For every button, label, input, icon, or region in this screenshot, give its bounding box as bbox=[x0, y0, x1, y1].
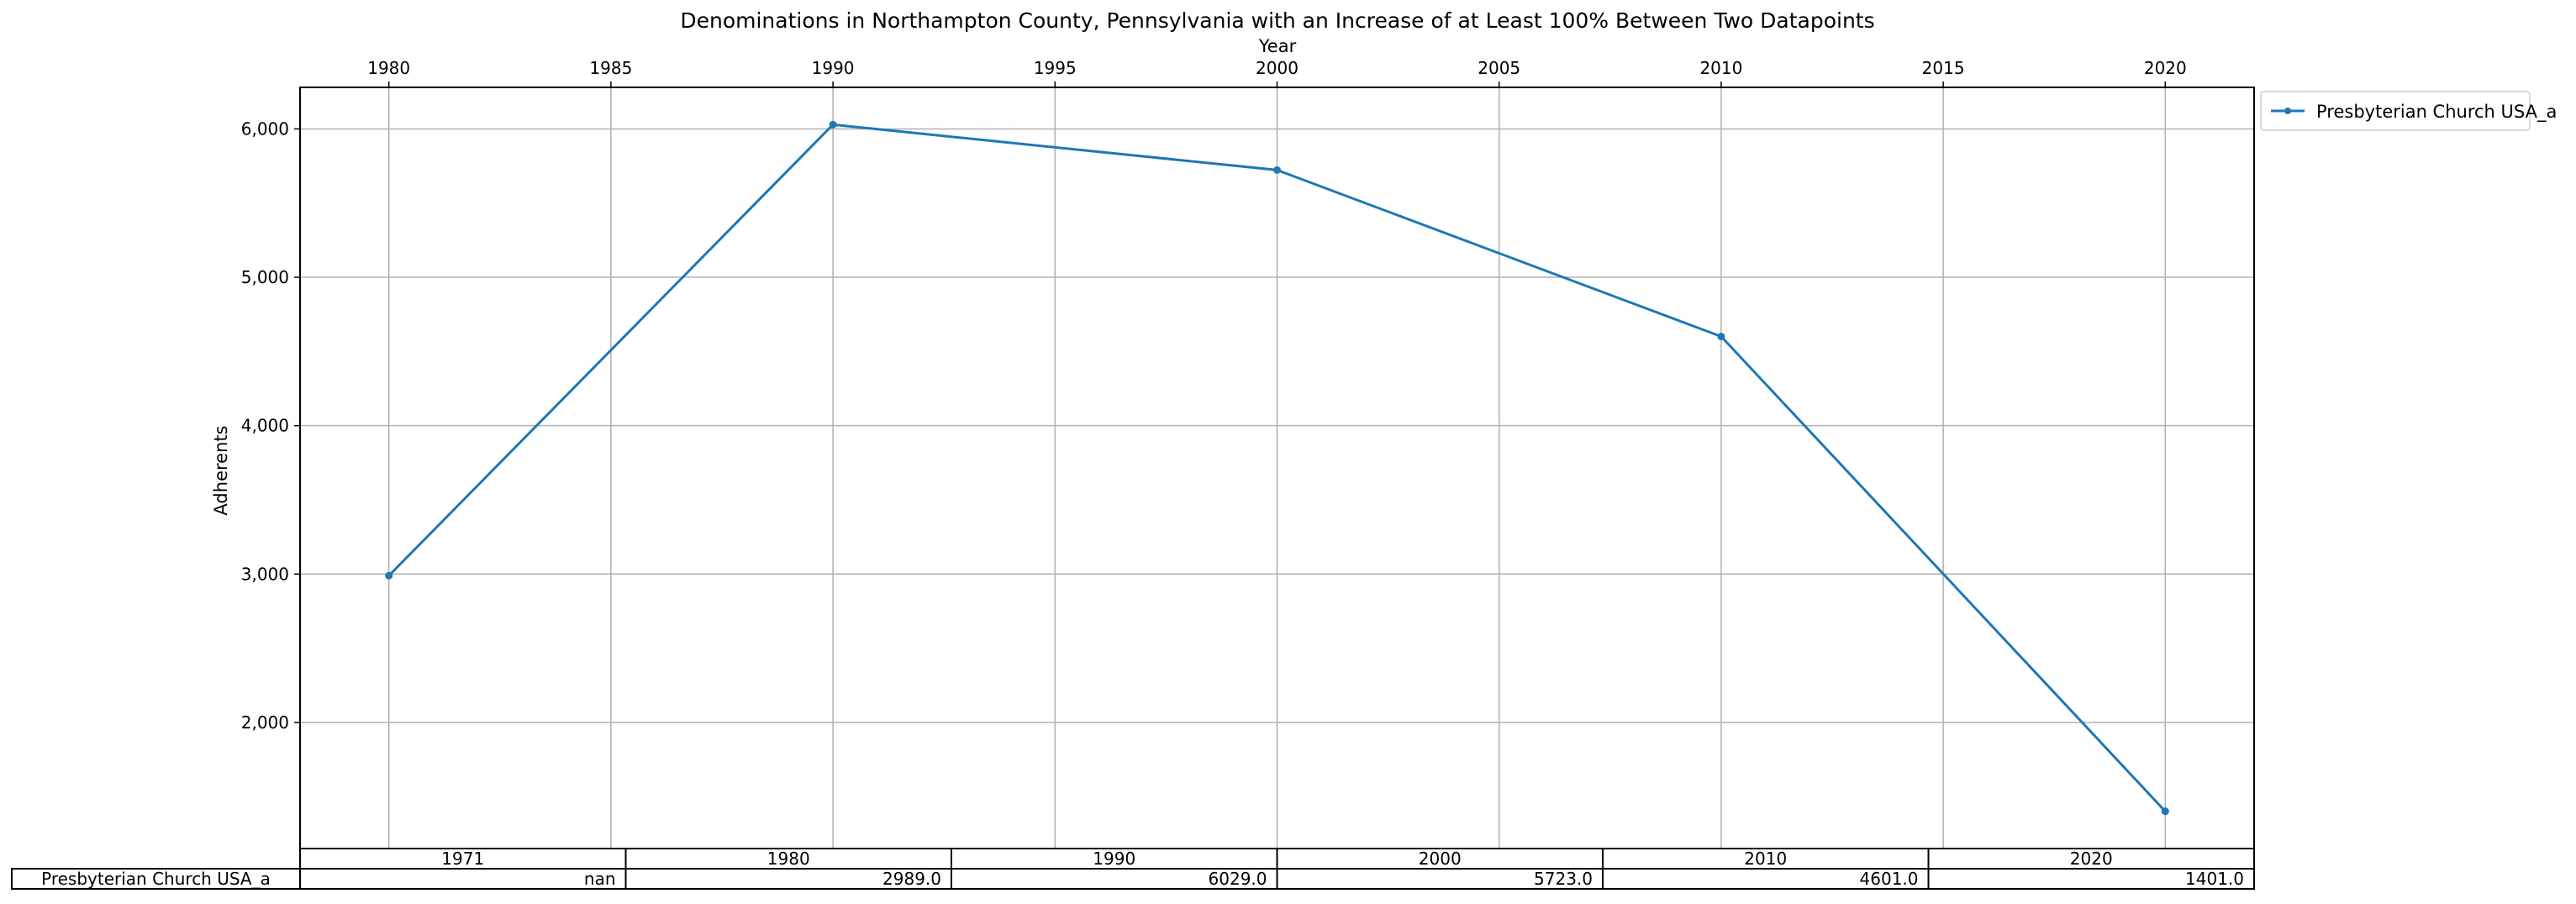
x-tick-label: 2015 bbox=[1922, 58, 1965, 78]
table-header-cell: 1971 bbox=[441, 849, 484, 869]
y-ticks: 2,000 3,000 4,000 5,000 6,000 bbox=[241, 118, 300, 733]
series bbox=[385, 120, 2169, 816]
legend-marker bbox=[2284, 108, 2291, 114]
y-tick-label: 2,000 bbox=[241, 712, 289, 733]
x-tick-label: 2010 bbox=[1699, 58, 1742, 78]
table-header-cell: 2020 bbox=[2070, 849, 2113, 869]
table-cell: 4601.0 bbox=[1860, 869, 1919, 889]
y-axis-label: Adherents bbox=[211, 425, 231, 515]
table-header-cell: 2010 bbox=[1744, 849, 1787, 869]
legend-label: Presbyterian Church USA_a bbox=[2316, 102, 2557, 123]
table-header-cell: 1980 bbox=[767, 849, 810, 869]
data-point bbox=[1717, 333, 1725, 341]
x-tick-label: 1990 bbox=[812, 58, 855, 78]
y-tick-label: 6,000 bbox=[241, 118, 289, 139]
legend: Presbyterian Church USA_a bbox=[2260, 91, 2557, 131]
y-tick-label: 3,000 bbox=[241, 564, 289, 584]
x-tick-label: 1980 bbox=[367, 58, 410, 78]
table-cell: 6029.0 bbox=[1209, 869, 1267, 889]
x-axis-label: Year bbox=[1258, 36, 1297, 56]
table-cell: nan bbox=[584, 869, 616, 889]
legend-box bbox=[2260, 91, 2531, 131]
x-tick-label: 2020 bbox=[2144, 58, 2187, 78]
table-cell: 5723.0 bbox=[1534, 869, 1593, 889]
table-cell: 2989.0 bbox=[882, 869, 941, 889]
x-tick-label: 2000 bbox=[1256, 58, 1299, 78]
table-row-frame bbox=[11, 868, 2255, 890]
table-row-label: Presbyterian Church USA_a bbox=[41, 869, 271, 889]
table-header-cell: 2000 bbox=[1419, 849, 1462, 869]
grid bbox=[300, 87, 2254, 849]
x-tick-label: 1985 bbox=[589, 58, 632, 78]
data-point bbox=[1273, 166, 1281, 174]
chart-title: Denominations in Northampton County, Pen… bbox=[680, 8, 1874, 33]
y-tick-label: 4,000 bbox=[241, 416, 289, 436]
data-point bbox=[385, 571, 393, 580]
data-point bbox=[829, 120, 837, 129]
table-header-cell: 1990 bbox=[1093, 849, 1135, 869]
x-tick-label: 2005 bbox=[1478, 58, 1520, 78]
data-point bbox=[2161, 807, 2169, 816]
y-tick-label: 5,000 bbox=[241, 267, 289, 287]
data-table: 1971 1980 1990 2000 2010 2020 Presbyterian Chu… bbox=[11, 848, 2255, 890]
x-ticks: 1980 1985 1990 1995 2000 2005 2010 2015 2020 bbox=[367, 58, 2187, 87]
table-cell: 1401.0 bbox=[2185, 869, 2244, 889]
x-tick-label: 1995 bbox=[1034, 58, 1077, 78]
